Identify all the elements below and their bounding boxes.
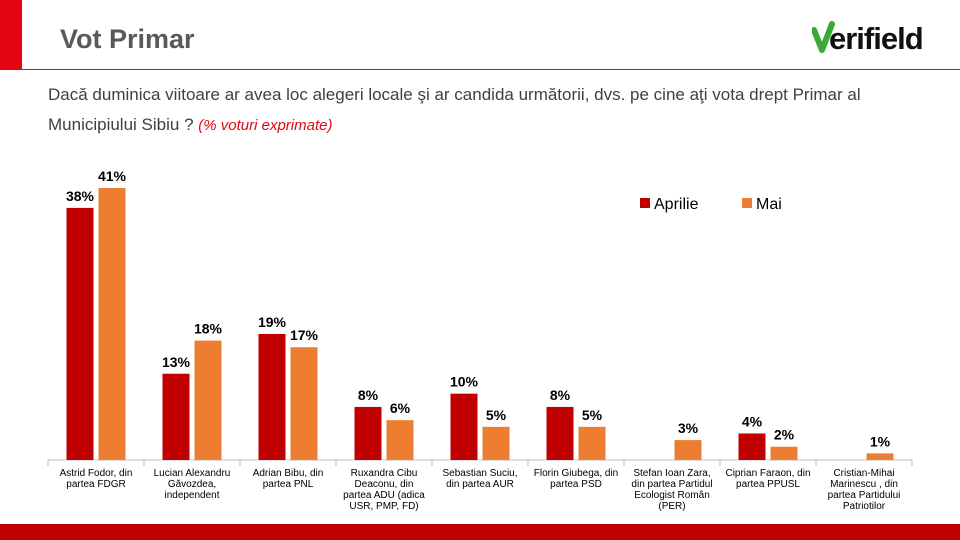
category-label-line: din partea AUR: [446, 479, 514, 490]
category-label-line: Sebastian Suciu,: [442, 468, 517, 479]
category-label-line: partea PSD: [550, 479, 602, 490]
category-label-0: Astrid Fodor, din partea FDGR: [60, 468, 133, 490]
bar-aprilie-2: [258, 333, 286, 460]
category-label-line: Lucian Alexandru: [154, 468, 231, 479]
data-label-mai-2: 17%: [290, 327, 319, 343]
data-label-aprilie-2: 19%: [258, 314, 287, 330]
data-label-aprilie-3: 8%: [358, 387, 379, 403]
bar-chart: 38%41% Astrid Fodor, din partea FDGR 13% 18%…: [47, 168, 913, 512]
data-label-mai-4: 5%: [486, 407, 507, 423]
category-label-5: Florin Giubega, din partea PSD: [534, 468, 619, 490]
category-label-4: Sebastian Suciu, din partea AUR: [442, 468, 517, 490]
bar-mai-7: [770, 446, 798, 460]
bar-mai-5: [578, 426, 606, 460]
category-label-line: partea PPUSL: [736, 479, 800, 490]
logo-check-mark: [812, 21, 835, 53]
legend-label-mai: Mai: [756, 196, 782, 213]
question-text: Dacă duminica viitoare ar avea loc alege…: [48, 85, 861, 134]
legend-swatch-mai: [742, 198, 752, 208]
category-label-line: Găvozdea,: [168, 479, 216, 490]
category-label-line: Ecologist Român: [634, 490, 710, 501]
category-label-line: partea Partidului: [828, 490, 901, 501]
bar-aprilie-0: [66, 207, 94, 460]
category-label-6: Stefan Ioan Zara, din partea Partidul Ecol…: [631, 468, 712, 512]
category-label-2: Adrian Bibu, din partea PNL: [253, 468, 324, 490]
logo-wordmark: erifield: [829, 21, 923, 56]
category-label-line: Cristian-Mihai: [833, 468, 894, 479]
category-label-line: Florin Giubega, din: [534, 468, 619, 479]
bar-mai-6: [674, 440, 702, 460]
data-label-aprilie-4: 10%: [450, 374, 479, 390]
bar-aprilie-7: [738, 433, 766, 460]
category-label-line: partea PNL: [263, 479, 314, 490]
category-label-line: partea ADU (adica: [343, 490, 425, 501]
data-label-mai-5: 5%: [582, 407, 603, 423]
bar-aprilie-4: [450, 393, 478, 460]
data-label-mai-7: 2%: [774, 427, 795, 443]
page-title: Vot Primar: [60, 24, 195, 54]
category-label-1: Lucian Alexandru Găvozdea, independent: [154, 468, 231, 501]
bar-mai-4: [482, 426, 510, 460]
category-label-line: Adrian Bibu, din: [253, 468, 324, 479]
bar-aprilie-1: [162, 373, 190, 460]
category-label-line: Marinescu , din: [830, 479, 898, 490]
category-label-line: Stefan Ioan Zara,: [633, 468, 710, 479]
data-label-mai-3: 6%: [390, 400, 411, 416]
data-label-aprilie-7: 4%: [742, 413, 763, 429]
category-label-line: independent: [164, 490, 219, 501]
question-note: (% voturi exprimate): [198, 117, 333, 134]
category-label-line: (PER): [658, 501, 685, 512]
data-label-mai-6: 3%: [678, 420, 699, 436]
title-underline: [22, 69, 960, 70]
category-label-line: Ruxandra Cibu: [351, 468, 418, 479]
category-label-line: USR, PMP, FD): [349, 501, 418, 512]
bar-mai-1: [194, 340, 222, 460]
data-label-aprilie-0: 38%: [66, 188, 95, 204]
category-label-line: Patriotilor: [843, 501, 886, 512]
category-label-7: Ciprian Faraon, din partea PPUSL: [725, 468, 810, 490]
category-label-line: partea FDGR: [66, 479, 125, 490]
category-label-8: Cristian-Mihai Marinescu , din partea Part…: [828, 468, 901, 512]
data-label-aprilie-1: 13%: [162, 354, 191, 370]
bar-mai-8: [866, 453, 894, 460]
legend-swatch-aprilie: [640, 198, 650, 208]
verifield-logo: erifield: [812, 21, 924, 56]
data-label-aprilie-5: 8%: [550, 387, 571, 403]
bar-mai-2: [290, 347, 318, 460]
bar-aprilie-5: [546, 406, 574, 460]
bar-aprilie-3: [354, 406, 382, 460]
bar-mai-0: [98, 188, 126, 460]
category-label-line: Astrid Fodor, din: [60, 468, 133, 479]
bar-mai-3: [386, 420, 414, 460]
data-label-mai-1: 18%: [194, 321, 223, 337]
category-label-line: Ciprian Faraon, din: [725, 468, 810, 479]
data-label-mai-8: 1%: [870, 433, 891, 449]
category-label-line: Deaconu, din: [355, 479, 414, 490]
category-label-line: din partea Partidul: [631, 479, 712, 490]
title-accent-bar: [0, 0, 22, 70]
category-label-3: Ruxandra Cibu Deaconu, din partea ADU (adi…: [343, 468, 425, 512]
footer-bar: [0, 524, 960, 540]
legend-label-aprilie: Aprilie: [654, 196, 699, 213]
survey-question: Dacă duminica viitoare ar avea loc alege…: [48, 80, 938, 141]
data-label-mai-0: 41%: [98, 168, 127, 184]
